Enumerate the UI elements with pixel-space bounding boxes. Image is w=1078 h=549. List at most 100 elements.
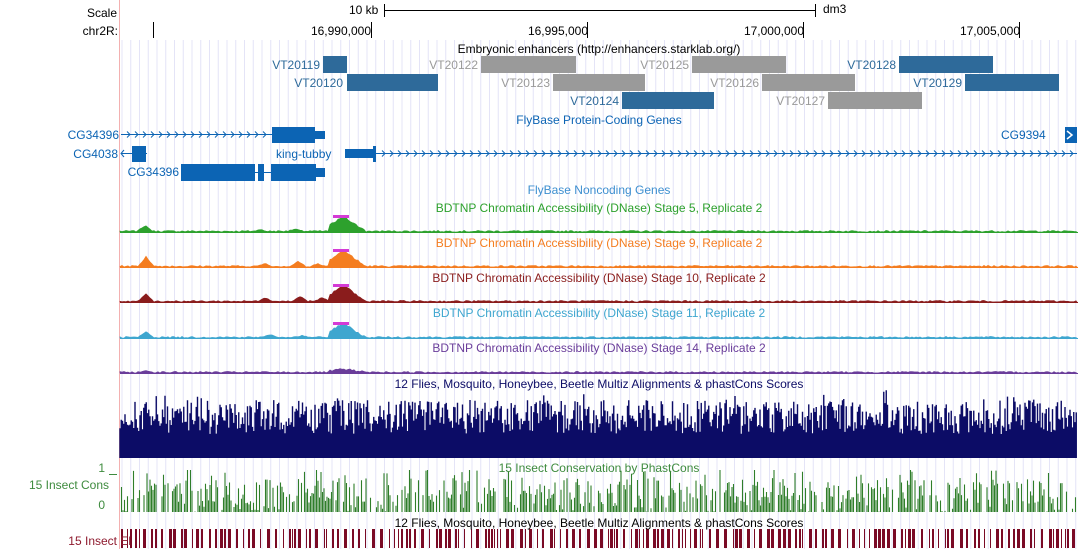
strand-arrow	[693, 150, 698, 157]
enhancer-label[interactable]: VT20124	[570, 94, 619, 108]
strand-arrow	[621, 150, 626, 157]
strand-arrow	[933, 150, 938, 157]
gene-utr	[316, 168, 325, 177]
cons-ymax-label: 1	[98, 461, 105, 475]
enhancer-label[interactable]: VT20126	[710, 76, 759, 90]
enhancer-label[interactable]: VT20122	[429, 58, 478, 72]
enhancer-label[interactable]: VT20120	[294, 76, 343, 90]
strand-arrow	[853, 150, 858, 157]
strand-arrow	[1061, 150, 1066, 157]
enhancer-feature[interactable]	[762, 74, 855, 91]
strand-arrow	[1029, 150, 1034, 157]
ruler-tick-label: 16,995,000	[527, 24, 588, 38]
strand-arrow	[222, 131, 227, 138]
strand-arrow	[917, 150, 922, 157]
strand-arrow	[893, 150, 898, 157]
strand-arrow	[845, 150, 850, 157]
cons-track-title: 15 Insect Conservation by PhastCons	[498, 461, 700, 475]
strand-arrow	[445, 150, 450, 157]
strand-arrow	[190, 131, 195, 138]
enhancer-label[interactable]: VT20123	[501, 76, 550, 90]
dnase-track-title: BDTNP Chromatin Accessibility (DNase) St…	[432, 306, 766, 320]
strand-arrow	[781, 150, 786, 157]
strand-arrow	[589, 150, 594, 157]
gene-exon	[373, 146, 376, 162]
enhancer-feature[interactable]	[965, 74, 1059, 91]
enhancers-track-title: Embryonic enhancers (http://enhancers.st…	[457, 42, 741, 56]
cons-side-label[interactable]: 15 Insect Cons	[28, 478, 109, 492]
gene-label[interactable]: CG4038	[73, 147, 118, 161]
strand-arrow	[949, 150, 954, 157]
strand-arrow	[1066, 130, 1074, 140]
gene-exon	[181, 164, 255, 181]
elements-side-label[interactable]: 15 Insect El	[68, 534, 131, 548]
dnase-signal	[119, 368, 1078, 374]
scale-label: Scale	[86, 6, 117, 20]
strand-arrow	[517, 150, 522, 157]
strand-arrow	[581, 150, 586, 157]
strand-arrow	[461, 150, 466, 157]
genes-track-title: FlyBase Protein-Coding Genes	[516, 113, 682, 127]
strand-arrow	[837, 150, 842, 157]
strand-arrow	[158, 131, 163, 138]
gene-label[interactable]: CG34396	[127, 165, 179, 179]
multiz-bars	[119, 390, 1077, 458]
strand-arrow	[381, 150, 386, 157]
strand-arrow	[997, 150, 1002, 157]
dnase-track-title: BDTNP Chromatin Accessibility (DNase) St…	[432, 341, 766, 355]
strand-arrow	[1021, 150, 1026, 157]
strand-arrow	[182, 131, 187, 138]
strand-arrow	[685, 150, 690, 157]
enhancer-feature[interactable]	[553, 74, 645, 91]
strand-arrow	[397, 150, 402, 157]
gene-exon	[271, 164, 316, 181]
enhancer-label[interactable]: VT20125	[640, 58, 689, 72]
strand-arrow	[166, 131, 171, 138]
strand-arrow	[789, 150, 794, 157]
strand-arrow	[1037, 150, 1042, 157]
strand-arrow	[981, 150, 986, 157]
enhancer-feature[interactable]	[323, 56, 347, 73]
strand-arrow	[254, 131, 259, 138]
dnase-signal	[119, 286, 1078, 303]
strand-arrow	[573, 150, 578, 157]
strand-arrow	[613, 150, 618, 157]
strand-arrow	[533, 150, 538, 157]
strand-arrow	[765, 150, 770, 157]
enhancer-label[interactable]: VT20127	[776, 94, 825, 108]
dnase-track-title: BDTNP Chromatin Accessibility (DNase) St…	[435, 236, 763, 250]
gene-label[interactable]: king-tubby	[276, 147, 332, 161]
strand-arrow	[677, 150, 682, 157]
conserved-elements	[121, 529, 1075, 548]
strand-arrow	[877, 150, 882, 157]
multiz-track-title: 12 Flies, Mosquito, Honeybee, Beetle Mul…	[394, 377, 804, 391]
gene-label[interactable]: CG34396	[67, 128, 119, 142]
strand-arrow	[142, 131, 147, 138]
strand-arrow	[829, 150, 834, 157]
strand-arrow	[509, 150, 514, 157]
dnase-signal	[119, 250, 1078, 268]
enhancer-label[interactable]: VT20128	[847, 58, 896, 72]
strand-arrow	[206, 131, 211, 138]
enhancer-feature[interactable]	[692, 56, 786, 73]
strand-arrow	[701, 150, 706, 157]
strand-arrow	[757, 150, 762, 157]
strand-arrow	[925, 150, 930, 157]
enhancer-feature[interactable]	[899, 56, 993, 73]
enhancer-feature[interactable]	[828, 92, 922, 109]
enhancer-label[interactable]: VT20119	[272, 58, 320, 72]
enhancer-feature[interactable]	[622, 92, 714, 109]
strand-arrow	[965, 150, 970, 157]
strand-arrow	[557, 150, 562, 157]
enhancer-feature[interactable]	[347, 74, 438, 91]
cons-ymin-label: 0	[98, 498, 105, 512]
gene-label[interactable]: CG9394	[1001, 128, 1046, 142]
enhancer-label[interactable]: VT20129	[913, 76, 962, 90]
chrom-label: chr2R:	[82, 24, 118, 38]
strand-arrow	[861, 150, 866, 157]
enhancer-feature[interactable]	[481, 56, 576, 73]
gene-utr	[315, 131, 325, 139]
strand-arrow	[1053, 150, 1058, 157]
